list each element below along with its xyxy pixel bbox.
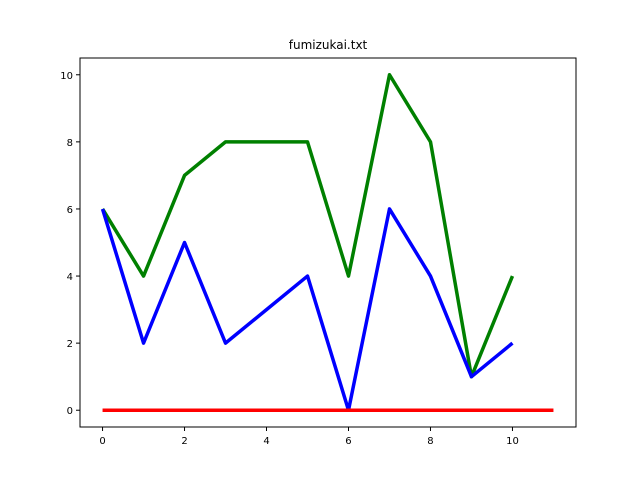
x-tick-label: 6	[345, 436, 351, 447]
plot-frame	[79, 57, 577, 428]
series-line-1	[101, 73, 515, 379]
y-tick-label: 0	[67, 406, 73, 417]
x-tick-label: 0	[99, 436, 105, 447]
y-tick-label: 2	[67, 339, 73, 350]
y-tick-label: 6	[67, 205, 73, 216]
x-tick-label: 8	[427, 436, 433, 447]
x-tick-label: 2	[181, 436, 187, 447]
x-axis: 0 2 4 6 8 10	[99, 427, 519, 447]
y-axis: 0 2 4 6 8 10	[60, 71, 80, 417]
chart-title: fumizukai.txt	[289, 38, 368, 52]
series-line-2	[100, 207, 514, 412]
y-tick-label: 10	[60, 71, 73, 82]
x-tick-label: 10	[506, 436, 519, 447]
x-tick-label: 4	[263, 436, 269, 447]
y-tick-label: 4	[67, 272, 73, 283]
y-tick-label: 8	[67, 138, 73, 149]
series-layer	[100, 73, 554, 412]
